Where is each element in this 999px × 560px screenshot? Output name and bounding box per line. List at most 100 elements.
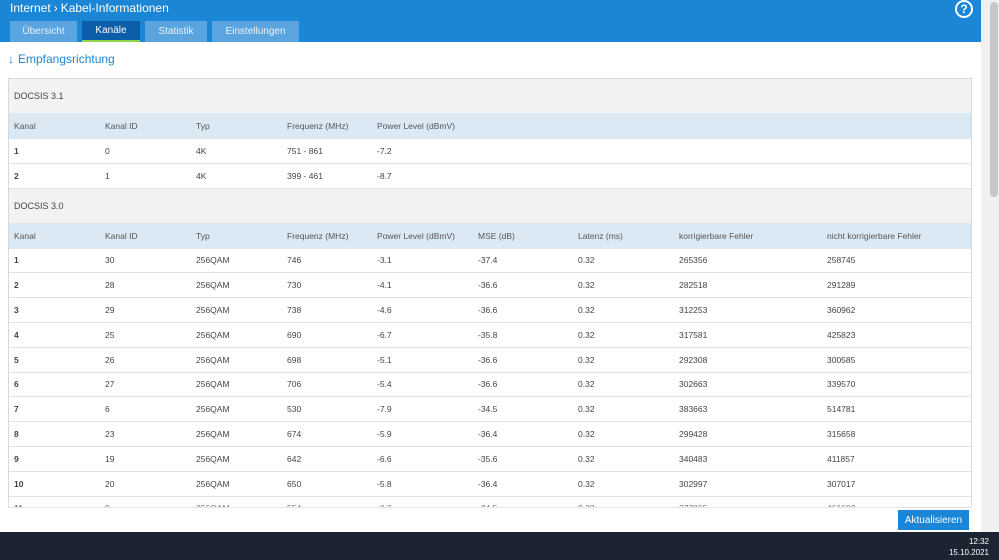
table-row: 2 28 256QAM 730 -4.1 -36.6 0.32 282518 291289 — [9, 273, 971, 299]
table-cell: 8 — [14, 429, 19, 440]
table-row: 10 20 256QAM 650 -5.8 -36.4 0.32 302997 307017 — [9, 472, 971, 497]
breadcrumb-kabel-informationen: Kabel-Informationen — [60, 1, 169, 15]
docsis31-header: DOCSIS 3.1 — [9, 79, 971, 113]
table-cell: -36.6 — [478, 305, 498, 316]
table-cell: 307017 — [827, 478, 856, 489]
table-row: 1 0 4K 751 - 861 -7.2 — [9, 139, 971, 164]
arrow-down-icon: ↓ — [8, 52, 14, 66]
table-cell: -35.6 — [478, 453, 498, 464]
clock-time: 12:32 — [968, 537, 989, 546]
table-cell: 258745 — [827, 255, 856, 266]
tab-kanaele[interactable]: Kanäle — [82, 21, 140, 42]
table-row: 9 19 256QAM 642 -6.6 -35.6 0.32 340483 411857 — [9, 447, 971, 472]
docsis31-label: DOCSIS 3.1 — [14, 91, 64, 101]
docsis30-label: DOCSIS 3.0 — [14, 200, 64, 211]
table-cell: 461603 — [827, 503, 855, 507]
table-cell: 26 — [105, 354, 115, 365]
table-cell: 25 — [105, 329, 115, 340]
tab-einstellungen[interactable]: Einstellungen — [212, 21, 299, 42]
table-cell: -8.2 — [377, 503, 392, 507]
docsis31-column-header: Kanal Kanal ID Typ Frequenz (MHz) Power Leve… — [9, 113, 971, 139]
column-header: Latenz (ms) — [578, 230, 623, 241]
table-cell: 690 — [287, 329, 302, 340]
table-row: 8 23 256QAM 674 -5.9 -36.4 0.32 299428 315658 — [9, 422, 971, 447]
column-header: Power Level (dBmV) — [377, 230, 455, 241]
table-cell: 514781 — [827, 404, 856, 415]
table-cell: 302997 — [679, 478, 708, 489]
table-cell: -6.6 — [377, 453, 392, 464]
chevron-right-icon: › — [53, 1, 58, 15]
table-cell: -36.4 — [478, 429, 498, 440]
table-cell: 29 — [105, 305, 115, 316]
section-title-label: Empfangsrichtung — [18, 52, 115, 66]
column-header: Power Level (dBmV) — [377, 121, 455, 131]
table-cell: 19 — [105, 453, 115, 464]
table-cell: 706 — [287, 379, 302, 390]
table-cell: 315658 — [827, 429, 856, 440]
table-cell: 256QAM — [196, 404, 230, 415]
tab-bar: Übersicht Kanäle Statistik Einstellungen — [10, 21, 304, 42]
table-cell: 4K — [196, 145, 207, 156]
taskbar: 12:32 15.10.2021 — [0, 532, 999, 560]
table-cell: -5.8 — [377, 478, 392, 489]
table-cell: -37.4 — [478, 255, 498, 266]
table-cell: 642 — [287, 453, 302, 464]
table-cell: 6 — [105, 404, 110, 415]
table-row: 1 30 256QAM 746 -3.1 -37.4 0.32 265356 258745 — [9, 249, 971, 274]
table-cell: 256QAM — [196, 453, 230, 464]
table-cell: -36.4 — [478, 478, 498, 489]
table-cell: 9 — [105, 503, 110, 507]
table-cell: 4 — [14, 329, 19, 340]
table-cell: -8.7 — [377, 170, 392, 181]
column-header: Kanal — [14, 121, 36, 131]
table-cell: 256QAM — [196, 255, 230, 266]
breadcrumb: Internet › Kabel-Informationen — [10, 1, 169, 15]
table-cell: -7.9 — [377, 404, 392, 415]
table-cell: 0.32 — [578, 503, 595, 507]
table-cell: 746 — [287, 255, 302, 266]
column-header: Frequenz (MHz) — [287, 230, 349, 241]
channel-panel: DOCSIS 3.1 Kanal Kanal ID Typ Frequenz (MHz… — [8, 78, 972, 508]
table-cell: 256QAM — [196, 478, 230, 489]
help-icon[interactable]: ? — [955, 0, 973, 18]
taskbar-clock[interactable]: 12:32 15.10.2021 — [949, 536, 989, 558]
table-cell: 360962 — [827, 305, 856, 316]
table-cell: -5.1 — [377, 354, 392, 365]
table-cell: 11 — [14, 503, 23, 507]
table-cell: 1 — [105, 170, 110, 181]
table-cell: 1 — [14, 145, 19, 156]
column-header: nicht korrigierbare Fehler — [827, 230, 922, 241]
table-cell: 0.32 — [578, 255, 595, 266]
table-cell: -7.2 — [377, 145, 392, 156]
table-cell: 291289 — [827, 280, 856, 291]
table-cell: 256QAM — [196, 379, 230, 390]
table-row: 11 9 256QAM 554 -8.2 -34.5 0.32 377865 461603 — [9, 497, 971, 507]
table-cell: 300585 — [827, 354, 856, 365]
table-cell: 411857 — [827, 453, 855, 464]
table-cell: 674 — [287, 429, 302, 440]
column-header: Typ — [196, 230, 210, 241]
tab-uebersicht[interactable]: Übersicht — [10, 21, 77, 42]
table-row: 7 6 256QAM 530 -7.9 -34.5 0.32 383663 514781 — [9, 397, 971, 423]
table-cell: 256QAM — [196, 329, 230, 340]
table-row: 5 26 256QAM 698 -5.1 -36.6 0.32 292308 300585 — [9, 348, 971, 373]
table-cell: -4.1 — [377, 280, 392, 291]
table-cell: 730 — [287, 280, 302, 291]
table-cell: 377865 — [679, 503, 707, 507]
tab-statistik[interactable]: Statistik — [145, 21, 207, 42]
table-cell: 6 — [14, 379, 19, 390]
table-cell: 554 — [287, 503, 301, 507]
refresh-button[interactable]: Aktualisieren — [898, 510, 969, 530]
table-cell: -36.6 — [478, 280, 498, 291]
table-cell: 0.32 — [578, 429, 595, 440]
column-header: Kanal ID — [105, 121, 138, 131]
table-cell: 9 — [14, 453, 19, 464]
table-cell: 256QAM — [196, 429, 230, 440]
table-cell: 299428 — [679, 429, 708, 440]
table-row: 3 29 256QAM 738 -4.6 -36.6 0.32 312253 360962 — [9, 298, 971, 323]
table-cell: 751 - 861 — [287, 145, 323, 156]
breadcrumb-internet[interactable]: Internet — [10, 1, 51, 15]
scrollbar-thumb[interactable] — [990, 2, 998, 197]
column-header: Kanal ID — [105, 230, 138, 241]
table-cell: 698 — [287, 354, 302, 365]
